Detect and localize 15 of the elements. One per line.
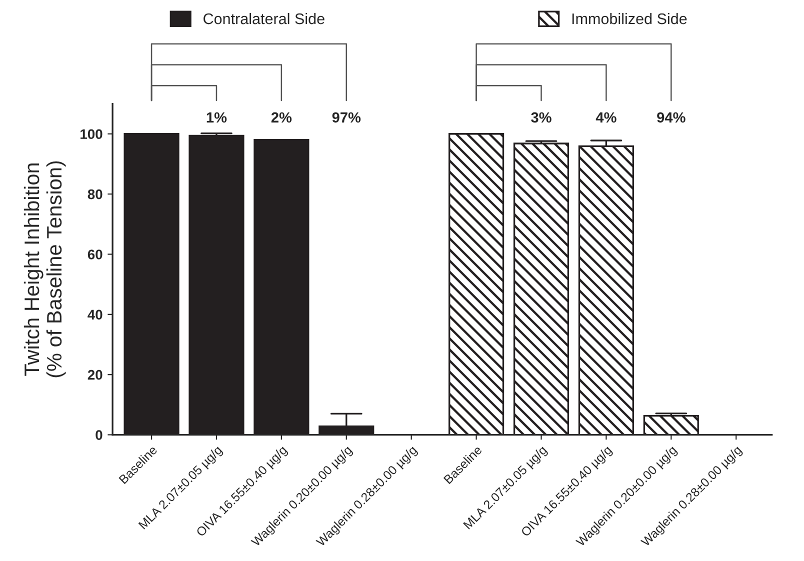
y-tick-label: 0 [96,430,102,440]
annotation: 1% [206,112,227,123]
annotation: 94% [657,112,686,123]
y-tick-label: 20 [88,370,102,380]
y-tick-label: 60 [88,250,102,260]
annotation: 2% [271,112,292,123]
annotation: 3% [531,112,552,123]
annotation: 4% [596,112,616,123]
y-axis-title: Twitch Height Inhibition (% of Baseline Tension) [24,161,66,378]
y-tick-label: 40 [88,310,102,320]
annotation: 97% [332,112,361,123]
legend-label: Contralateral Side [204,12,324,24]
legend-label: Immobilized Side [572,12,687,24]
y-tick-label: 100 [80,129,102,140]
y-tick-label: 80 [88,189,102,200]
